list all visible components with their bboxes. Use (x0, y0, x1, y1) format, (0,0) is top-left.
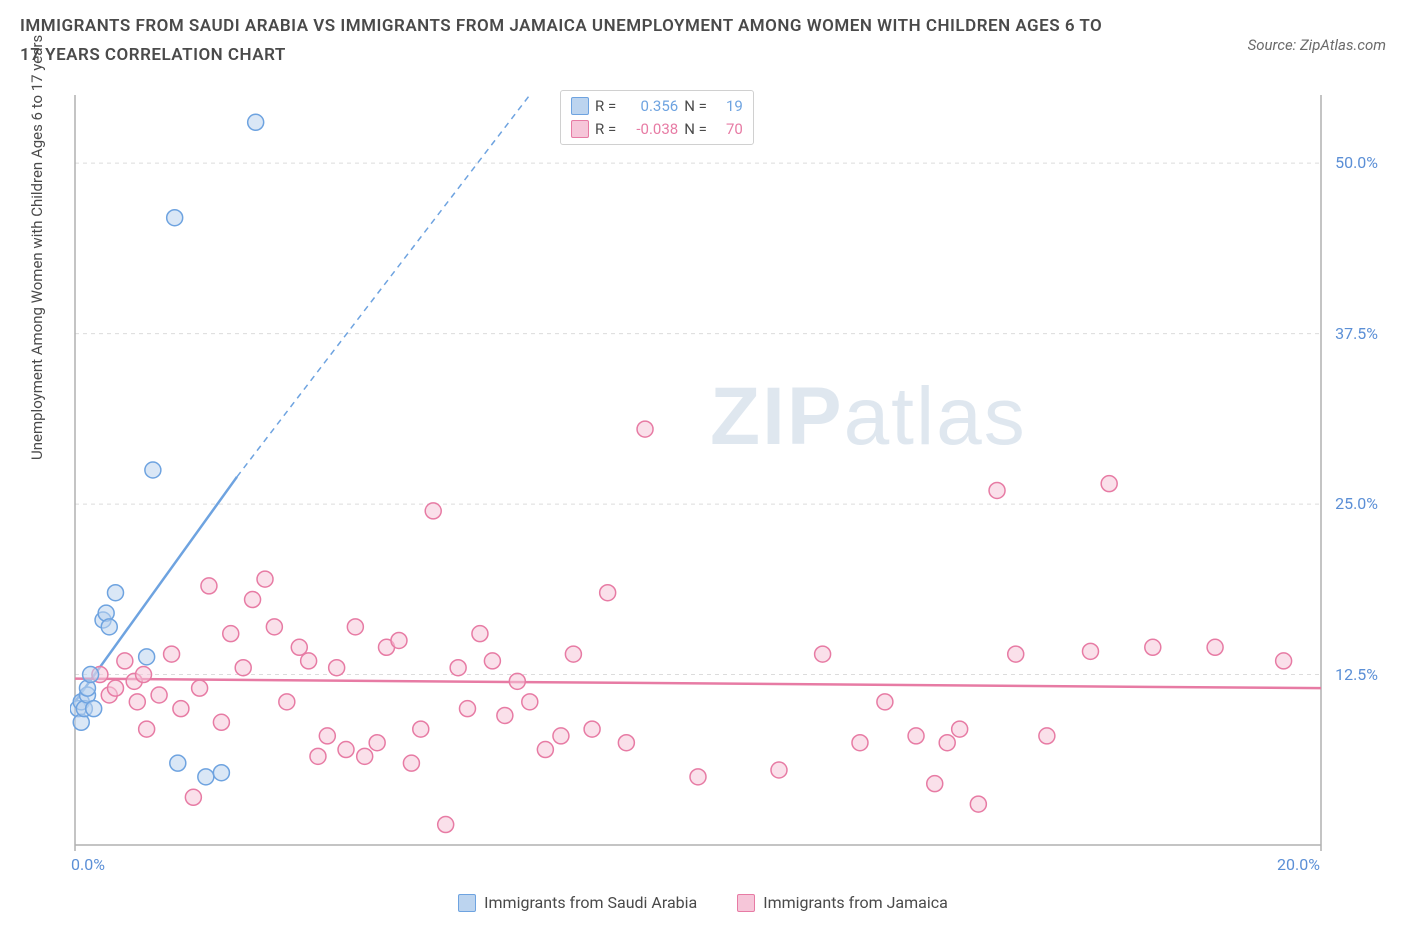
chart-area: ZIPatlas 12.5%25.0%37.5%50.0%0.0%20.0% (70, 90, 1376, 860)
r-value: 0.356 (622, 95, 678, 118)
r-value: -0.038 (622, 118, 678, 141)
stats-row-series-0: R = 0.356 N = 19 (571, 95, 743, 118)
n-value: 19 (713, 95, 743, 118)
legend-swatch-icon (571, 97, 589, 115)
bottom-legend: Immigrants from Saudi Arabia Immigrants … (0, 893, 1406, 912)
y-tick-label: 50.0% (1335, 153, 1378, 172)
legend-label: Immigrants from Saudi Arabia (484, 893, 697, 912)
y-tick-label: 25.0% (1335, 494, 1378, 513)
legend-swatch-icon (571, 120, 589, 138)
n-value: 70 (713, 118, 743, 141)
legend-swatch-icon (458, 894, 476, 912)
chart-header: IMMIGRANTS FROM SAUDI ARABIA VS IMMIGRAN… (20, 12, 1386, 70)
source-attribution: Source: ZipAtlas.com (1248, 36, 1386, 54)
y-axis-label: Unemployment Among Women with Children A… (28, 35, 46, 460)
r-label: R = (595, 118, 616, 141)
y-tick-label: 12.5% (1335, 665, 1378, 684)
stats-legend: R = 0.356 N = 19 R = -0.038 N = 70 (560, 90, 754, 145)
x-tick-label: 0.0% (71, 855, 105, 874)
y-tick-label: 37.5% (1335, 324, 1378, 343)
legend-swatch-icon (737, 894, 755, 912)
r-label: R = (595, 95, 616, 118)
stats-row-series-1: R = -0.038 N = 70 (571, 118, 743, 141)
x-tick-label: 20.0% (1277, 855, 1320, 874)
source-label: Source: (1248, 36, 1297, 54)
chart-title: IMMIGRANTS FROM SAUDI ARABIA VS IMMIGRAN… (20, 12, 1110, 70)
legend-label: Immigrants from Jamaica (763, 893, 948, 912)
legend-item-series-1: Immigrants from Jamaica (737, 893, 948, 912)
n-label: N = (684, 118, 707, 141)
source-name: ZipAtlas.com (1300, 36, 1386, 54)
legend-item-series-0: Immigrants from Saudi Arabia (458, 893, 697, 912)
scatter-plot (70, 90, 1376, 860)
n-label: N = (684, 95, 707, 118)
